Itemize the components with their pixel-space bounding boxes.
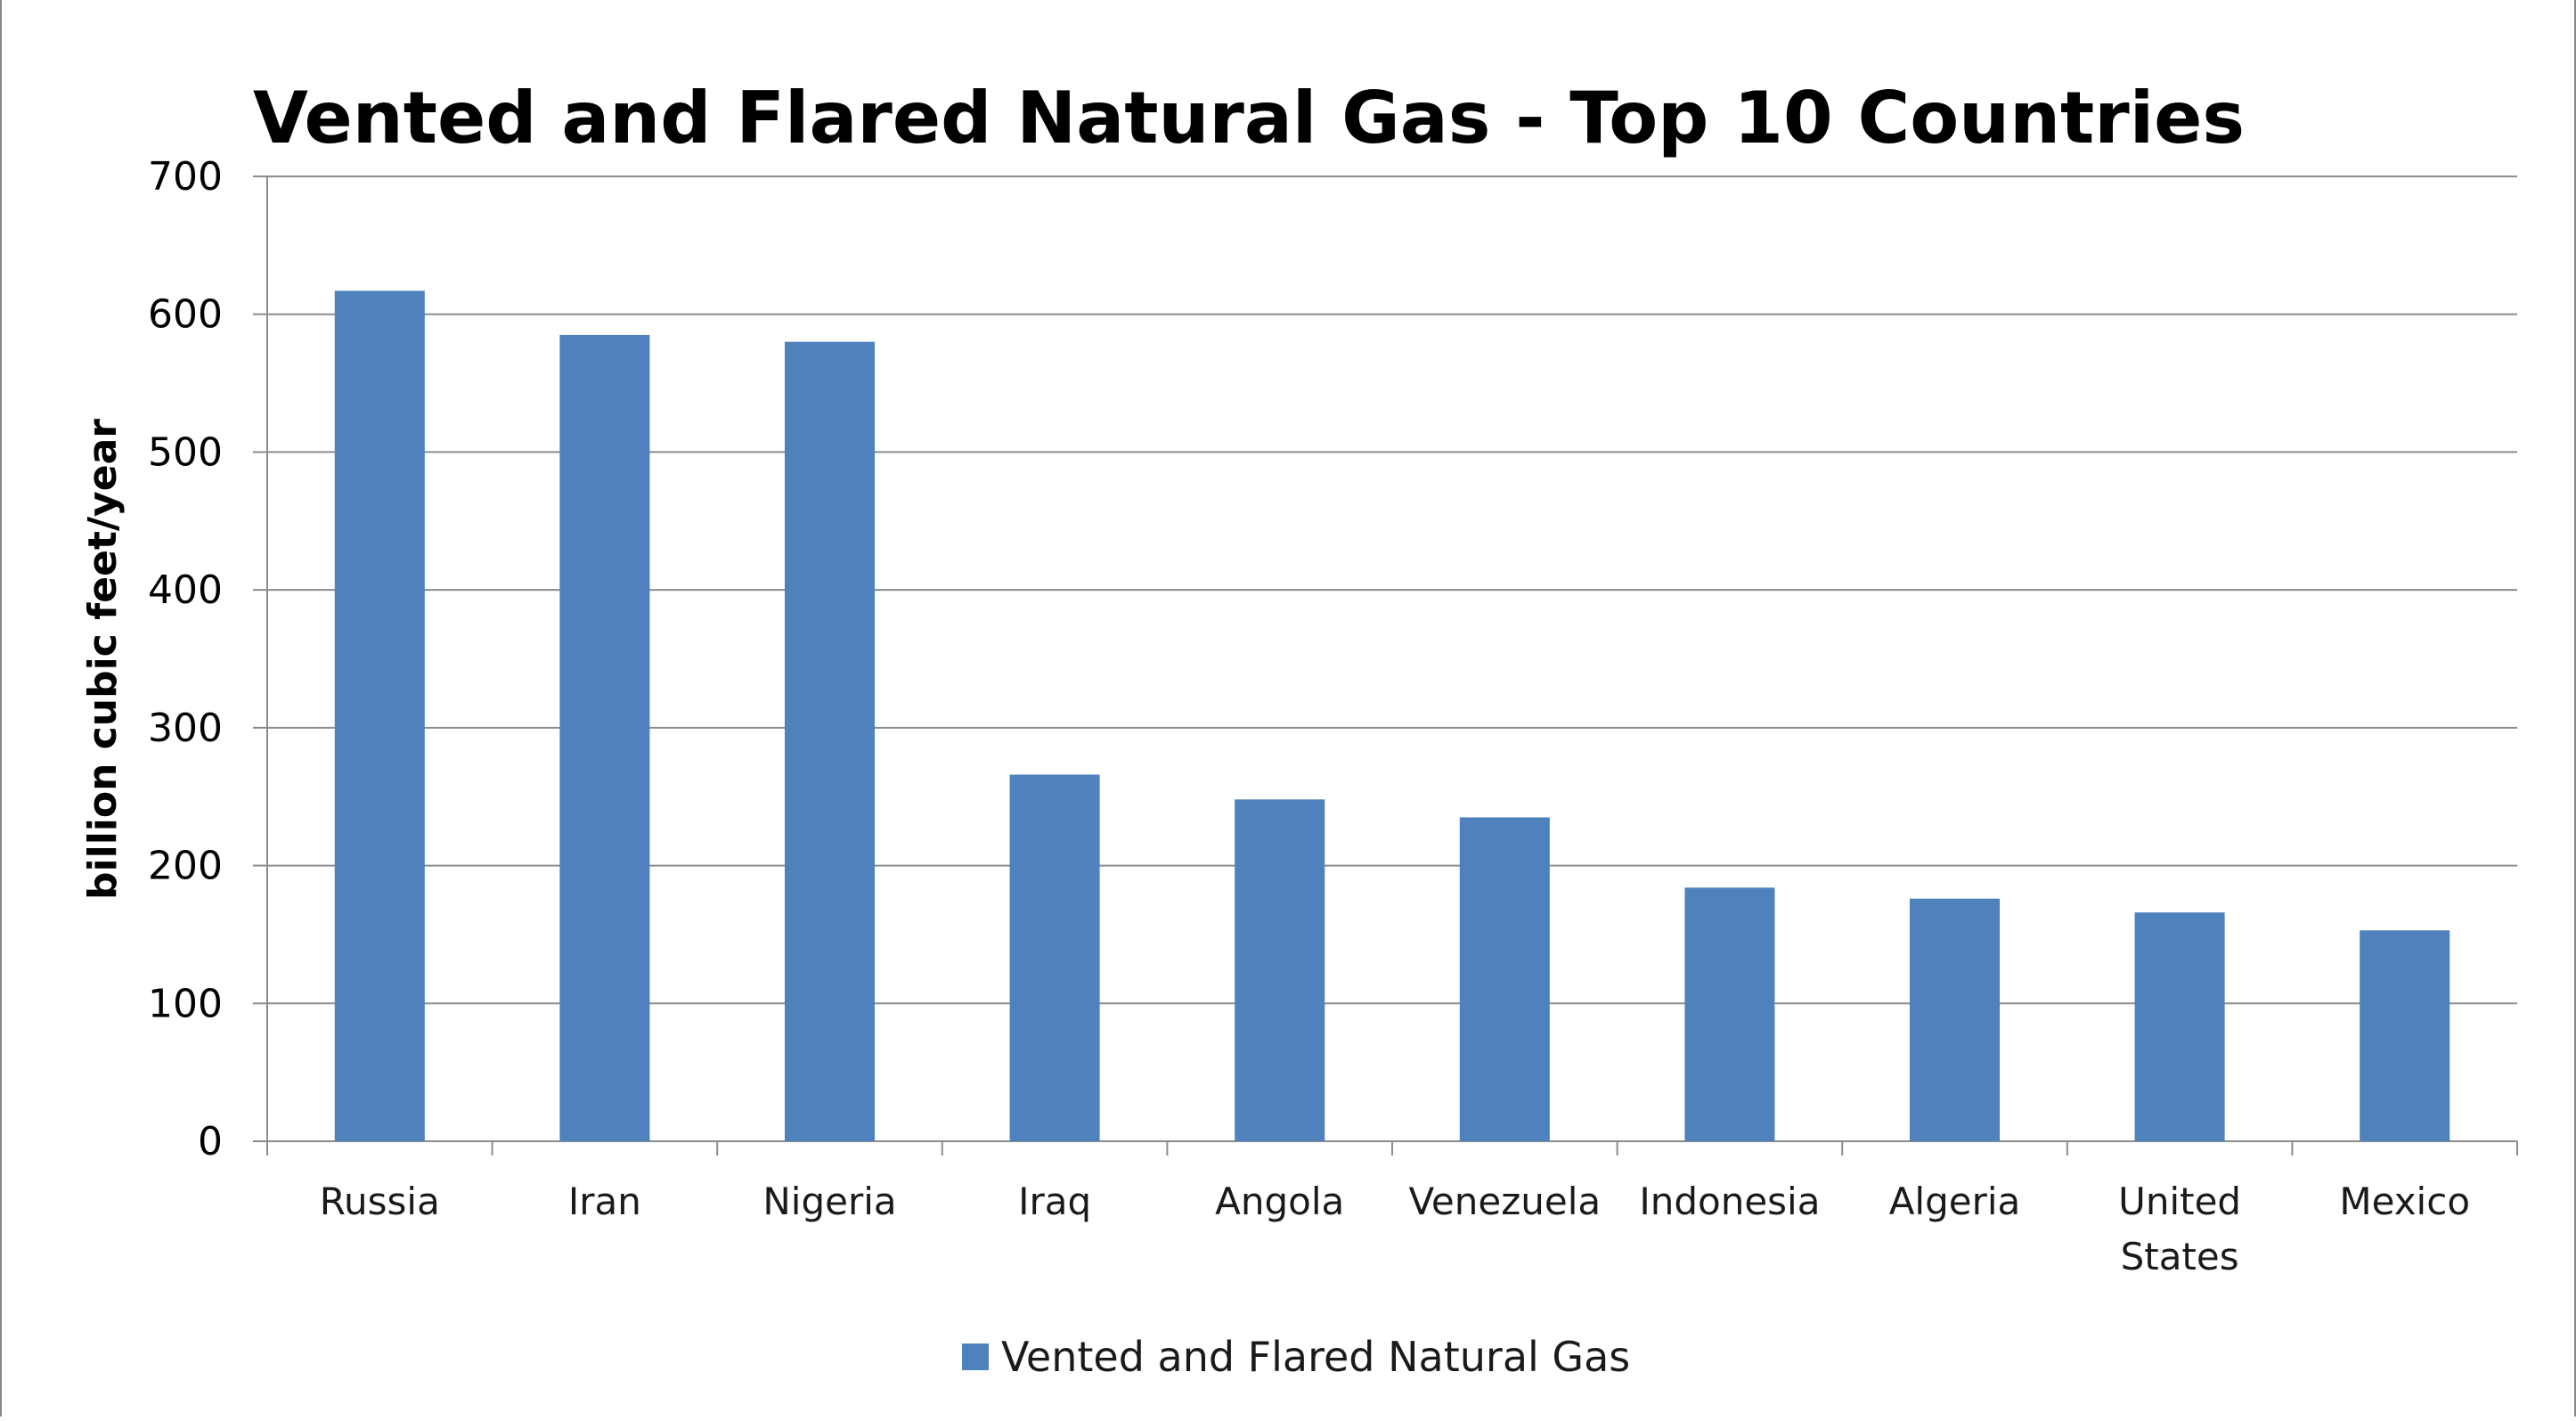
x-tick-label-line: Nigeria <box>762 1180 896 1223</box>
bar-mexico <box>2360 930 2450 1141</box>
bar-iran <box>559 334 650 1142</box>
x-axis-ticks: Russia Iran Nigeria Iraq Angola Venezuela Indo… <box>266 1141 2518 1278</box>
x-tick-label: Russia <box>320 1180 440 1223</box>
y-axis-ticks: 0 100 200 300 400 500 600 700 <box>148 154 267 1164</box>
x-tick-label-line: United <box>2118 1180 2241 1223</box>
bar-united-states <box>2134 912 2225 1141</box>
x-tick-label: Mexico <box>2339 1180 2470 1223</box>
y-tick-label: 600 <box>148 292 223 338</box>
y-tick-label: 700 <box>148 154 223 200</box>
x-tick-label: United States <box>2118 1180 2241 1278</box>
legend: Vented and Flared Natural Gas <box>962 1333 1630 1381</box>
x-tick-label: Venezuela <box>1408 1180 1601 1223</box>
x-tick-label-line: Angola <box>1215 1180 1344 1223</box>
y-tick-label: 500 <box>148 429 223 475</box>
bar-russia <box>334 290 425 1142</box>
chart-title: Vented and Flared Natural Gas - Top 10 C… <box>253 77 2245 159</box>
x-tick-label: Algeria <box>1889 1180 2021 1223</box>
x-tick-label: Nigeria <box>762 1180 896 1223</box>
x-tick-label-line: Iran <box>568 1180 641 1223</box>
y-tick-label: 200 <box>148 844 223 889</box>
x-tick-label-line: Mexico <box>2339 1180 2470 1223</box>
y-tick-label: 400 <box>148 568 223 613</box>
bar-algeria <box>1909 898 2001 1141</box>
x-tick-label-line: Iraq <box>1018 1180 1091 1223</box>
y-tick-label: 100 <box>148 981 223 1026</box>
legend-swatch <box>962 1343 989 1370</box>
x-tick-label: Indonesia <box>1639 1180 1820 1223</box>
y-tick-label: 300 <box>148 706 223 751</box>
x-tick-label: Iraq <box>1018 1180 1091 1223</box>
bar-indonesia <box>1684 887 1775 1141</box>
bar-angola <box>1235 799 1325 1141</box>
x-tick-label-line: Indonesia <box>1639 1180 1820 1223</box>
x-tick-label-line: Venezuela <box>1408 1180 1601 1223</box>
y-tick-label: 0 <box>198 1119 223 1164</box>
bar-iraq <box>1009 774 1100 1141</box>
x-tick-label-line: Russia <box>320 1180 440 1223</box>
x-tick-label-line: Algeria <box>1889 1180 2021 1223</box>
bars <box>334 290 2450 1142</box>
x-tick-label: Iran <box>568 1180 641 1223</box>
bar-venezuela <box>1459 817 1550 1141</box>
x-tick-label-line: States <box>2121 1235 2239 1278</box>
bar-nigeria <box>784 341 876 1142</box>
y-axis-label: billion cubic feet/year <box>80 419 126 900</box>
x-tick-label: Angola <box>1215 1180 1344 1223</box>
legend-label: Vented and Flared Natural Gas <box>1001 1333 1630 1381</box>
